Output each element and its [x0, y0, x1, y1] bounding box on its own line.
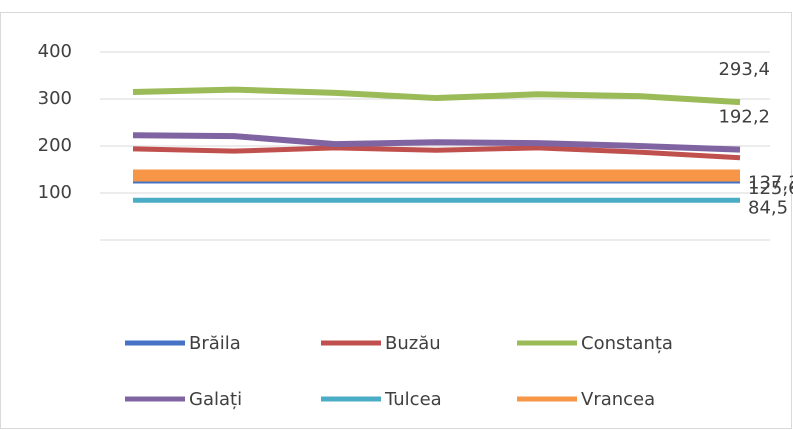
legend-label: Brăila [189, 333, 241, 354]
data-label: 137,3 [748, 172, 793, 193]
series-line [132, 86, 741, 106]
legend-label: Buzău [385, 333, 441, 354]
series-line [132, 145, 741, 161]
y-tick-label: 200 [38, 135, 72, 156]
legend-label: Vrancea [581, 389, 655, 410]
y-tick-label: 400 [38, 41, 72, 62]
y-tick-label: 300 [38, 88, 72, 109]
legend-label: Constanța [581, 333, 673, 354]
data-label: 125,6 [748, 178, 793, 199]
y-tick-label: 100 [38, 182, 72, 203]
legend-label: Tulcea [384, 389, 442, 410]
data-label: 192,2 [718, 107, 770, 128]
data-label: 293,4 [718, 59, 770, 80]
data-label: 84,5 [748, 197, 788, 218]
legend-label: Galați [189, 389, 242, 410]
series-line [132, 132, 741, 153]
chart-border [0, 12, 792, 429]
